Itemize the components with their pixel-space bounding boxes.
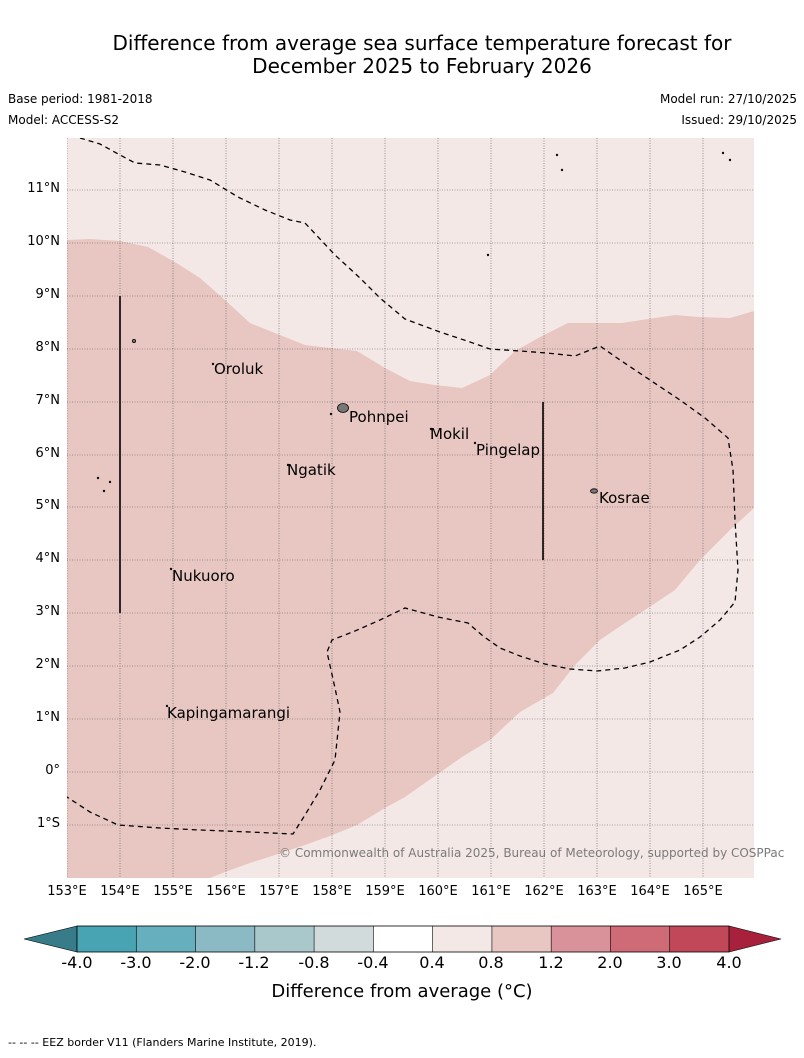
colorbar-tick-label: -3.0 [120, 953, 152, 972]
colorbar-tick-label: -1.2 [238, 953, 270, 972]
lat-label: 0° [45, 763, 60, 778]
colorbar-cell [195, 926, 256, 952]
model-name: Model: ACCESS-S2 [8, 113, 120, 127]
colorbar-cell [610, 926, 671, 952]
colorbar-tick-label: 4.0 [716, 953, 742, 972]
lat-label: 6°N [35, 446, 61, 461]
colorbar-cell [491, 926, 552, 952]
model-run: Model run: 27/10/2025 [659, 92, 797, 106]
anomaly-band-medium [67, 239, 754, 878]
lat-label: 8°N [35, 340, 61, 355]
place-label-ngatik: Ngatik [287, 461, 336, 479]
place-label-kosrae: Kosrae [599, 489, 650, 507]
lon-label: 158°E [312, 884, 352, 899]
colorbar-cell [551, 926, 611, 952]
colorbar-tick-label: -2.0 [179, 953, 211, 972]
lon-label: 165°E [683, 884, 723, 899]
eez-border [67, 138, 739, 835]
colorbar-over-arrow [728, 925, 782, 953]
lat-label: 2°N [35, 657, 61, 672]
lat-label: 7°N [35, 393, 61, 408]
lon-label: 154°E [100, 884, 140, 899]
lon-label: 157°E [259, 884, 299, 899]
colorbar-cell [669, 926, 730, 952]
colorbar-cell [432, 926, 493, 952]
lat-label: 1°N [35, 710, 61, 725]
colorbar-tick-label: 0.4 [419, 953, 445, 972]
place-label-pohnpei: Pohnpei [349, 408, 409, 426]
issued-date: Issued: 29/10/2025 [681, 113, 797, 127]
lon-label: 153°E [47, 884, 87, 899]
colorbar-tick-label: 1.2 [538, 953, 564, 972]
colorbar-tick-label: -4.0 [61, 953, 93, 972]
lon-label: 159°E [365, 884, 405, 899]
place-label-nukuoro: Nukuoro [172, 567, 235, 585]
lon-label: 155°E [153, 884, 193, 899]
place-label-mokil: Mokil [430, 425, 470, 443]
colorbar-cell [314, 926, 374, 952]
lat-label: 11°N [27, 181, 60, 196]
lon-label: 163°E [577, 884, 617, 899]
lon-label: 162°E [524, 884, 564, 899]
lat-label: 1°S [36, 816, 60, 831]
lon-label: 156°E [206, 884, 246, 899]
copyright-notice: © Commonwealth of Australia 2025, Bureau… [279, 846, 785, 860]
lon-label: 164°E [630, 884, 670, 899]
lon-label: 161°E [471, 884, 511, 899]
lat-label: 4°N [35, 551, 61, 566]
colorbar-cell [373, 926, 434, 952]
colorbar-tick-label: -0.8 [298, 953, 330, 972]
colorbar-tick-label: 2.0 [597, 953, 623, 972]
islands [96, 151, 732, 708]
colorbar-cell [77, 926, 137, 952]
graticule [67, 138, 754, 878]
place-label-kapingamarangi: Kapingamarangi [167, 704, 291, 722]
place-label-oroluk: Oroluk [214, 360, 264, 378]
place-label-pingelap: Pingelap [476, 441, 541, 459]
colorbar-tick-label: 0.8 [478, 953, 504, 972]
vertical-markers [119, 296, 544, 613]
lat-label: 10°N [27, 234, 60, 249]
colorbar [23, 925, 782, 953]
colorbar-tick-label: 3.0 [656, 953, 682, 972]
lat-label: 9°N [35, 287, 61, 302]
base-period: Base period: 1981-2018 [8, 92, 153, 106]
chart-title: Difference from average sea surface temp… [0, 32, 804, 78]
title-line-2: December 2025 to February 2026 [252, 54, 592, 78]
colorbar-tick-label: -0.4 [357, 953, 389, 972]
colorbar-cell [254, 926, 315, 952]
eez-footnote: -- -- -- EEZ border V11 (Flanders Marine… [8, 1036, 317, 1049]
colorbar-title: Difference from average (°C) [271, 981, 533, 1002]
colorbar-cell [136, 926, 197, 952]
title-line-1: Difference from average sea surface temp… [112, 31, 732, 55]
lon-label: 160°E [418, 884, 458, 899]
colorbar-under-arrow [23, 925, 78, 953]
lat-label: 3°N [35, 604, 61, 619]
lat-label: 5°N [35, 498, 61, 513]
colorbar-frame [76, 925, 730, 953]
